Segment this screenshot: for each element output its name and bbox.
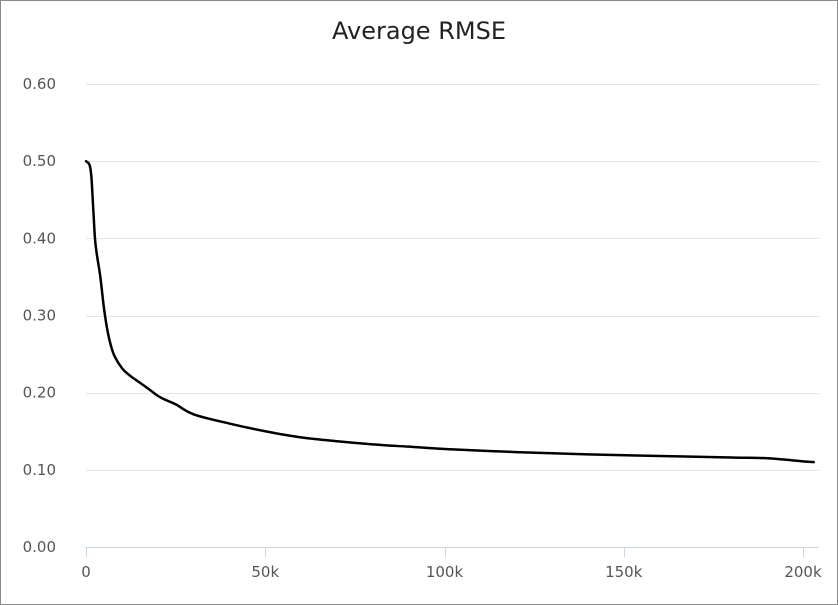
y-tick-labels: 0.00 0.10 0.20 0.30 0.40 0.50 0.60	[23, 75, 56, 556]
x-tick-label: 0	[81, 563, 91, 581]
y-tick-label: 0.30	[23, 307, 56, 325]
series-line-0	[84, 159, 815, 464]
x-tick-label: 150k	[605, 563, 643, 581]
y-tick-label: 0.20	[23, 384, 56, 402]
y-tick-label: 0.50	[23, 152, 56, 170]
y-tick-label: 0.10	[23, 461, 56, 479]
y-tick-label: 0.40	[23, 229, 56, 247]
x-tick-labels: 0 50k 100k 150k 200k	[81, 563, 822, 581]
y-tick-label: 0.00	[23, 538, 56, 556]
x-tick-label: 50k	[251, 563, 279, 581]
y-tick-label: 0.60	[23, 75, 56, 93]
axes	[85, 547, 819, 557]
x-tick-label: 200k	[784, 563, 822, 581]
series-layer	[84, 159, 815, 464]
grid-lines	[86, 84, 819, 471]
chart-title: Average RMSE	[332, 17, 506, 45]
x-tick-label: 100k	[426, 563, 464, 581]
